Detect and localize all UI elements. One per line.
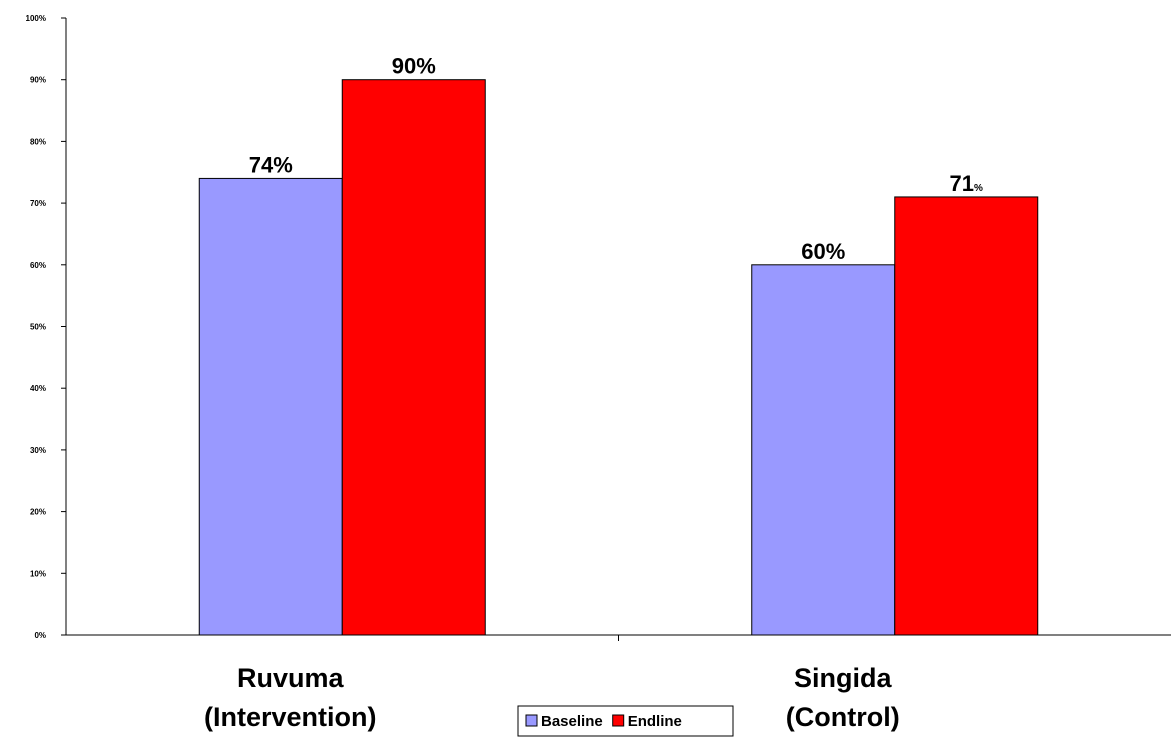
y-tick-label: 0% [34,631,46,640]
bar-endline-0 [341,79,486,636]
legend-swatch-baseline [525,714,538,727]
category-label: (Intervention) [204,702,377,732]
y-tick-label: 70% [30,199,46,208]
y-tick-label: 100% [26,14,46,23]
data-labels: 74% 90% 60% 71% [249,54,983,264]
y-tick-label: 50% [30,323,46,332]
data-label: 90% [392,54,436,79]
y-tick-label: 90% [30,76,46,85]
legend-label-endline: Endline [628,713,682,730]
y-tick-label: 10% [30,569,46,578]
y-tick-label: 30% [30,446,46,455]
bar-endline-1 [894,196,1039,636]
y-tick-label: 60% [30,261,46,270]
data-label: 74% [249,152,293,177]
y-tick-label: 40% [30,384,46,393]
y-axis-ticks: 0% 10% 20% 30% 40% 50% 60% 70% 80% 90% 100% [26,14,66,640]
bar-series [198,79,1039,636]
legend-box [517,705,734,737]
y-tick-label: 20% [30,508,46,517]
legend-swatch-endline [612,714,625,727]
bar-baseline-0 [198,177,343,636]
legend: Baseline Endline [517,705,734,737]
category-labels: Ruvuma (Intervention) Singida (Control) [204,663,900,732]
legend-label-baseline: Baseline [541,713,603,730]
category-label: Ruvuma [237,663,345,693]
category-label: Singida [794,663,892,693]
data-label: 60% [801,239,845,264]
category-label: (Control) [786,702,900,732]
y-tick-label: 80% [30,137,46,146]
data-label: 71% [950,171,983,196]
bar-baseline-1 [751,264,896,636]
